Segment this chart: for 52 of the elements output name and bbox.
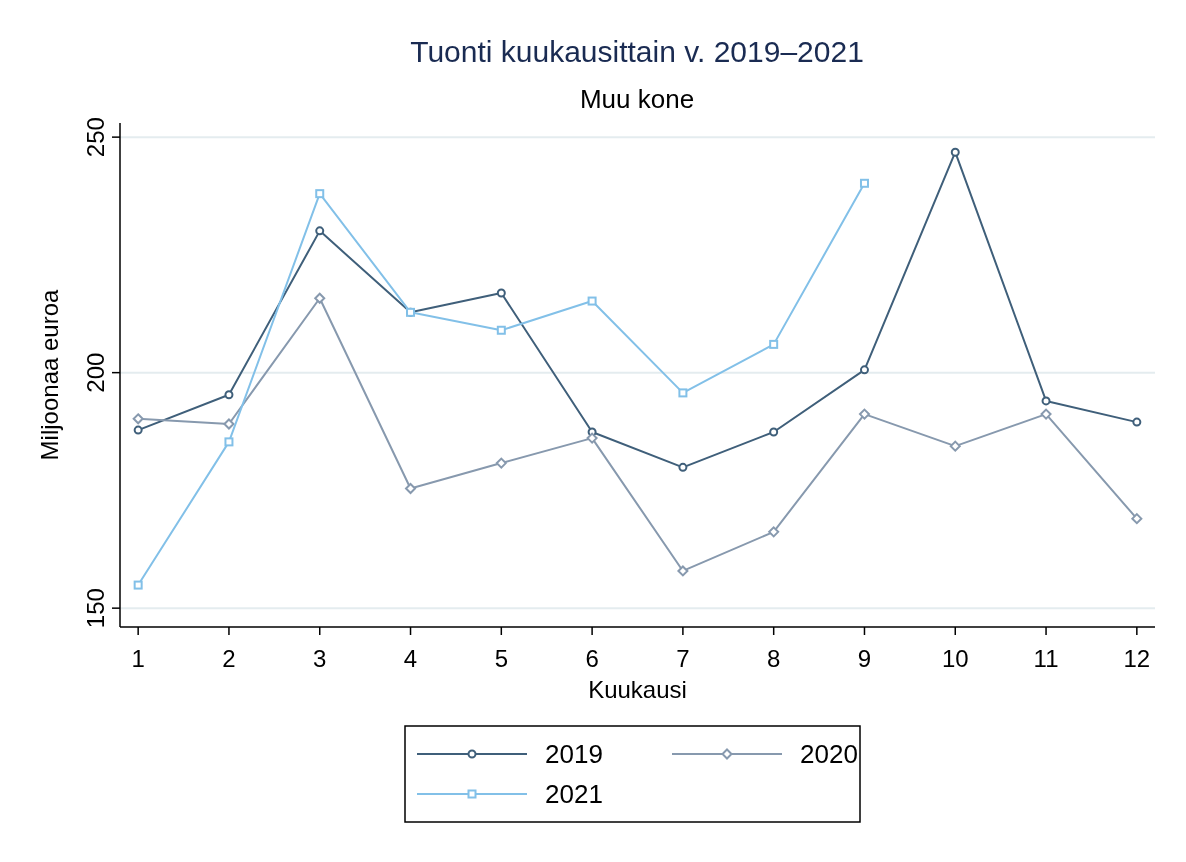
x-tick-label: 4 — [403, 645, 418, 672]
point — [678, 388, 688, 398]
y-tick-label: 150 — [82, 588, 109, 629]
point — [678, 462, 688, 472]
x-tick-label: 6 — [585, 645, 599, 672]
point — [950, 147, 960, 157]
point — [1041, 396, 1051, 406]
y-tick-label: 250 — [82, 117, 109, 158]
point — [1040, 408, 1052, 420]
point — [677, 565, 689, 577]
legend-label: 2021 — [545, 779, 603, 809]
x-tick-label: 10 — [941, 645, 969, 672]
x-axis-title: Kuukausi — [588, 676, 687, 703]
point — [587, 296, 597, 306]
point — [858, 408, 870, 420]
x-tick-label: 12 — [1123, 645, 1151, 672]
point — [1131, 513, 1143, 525]
point — [496, 325, 506, 335]
point — [495, 457, 507, 469]
point — [314, 292, 326, 304]
point — [859, 365, 869, 375]
point — [223, 418, 235, 430]
point — [496, 288, 506, 298]
point — [224, 437, 234, 447]
point — [949, 440, 961, 452]
point — [405, 483, 417, 495]
point — [132, 413, 144, 425]
point — [133, 425, 143, 435]
x-tick-label: 3 — [313, 645, 327, 672]
x-tick-label: 9 — [857, 645, 872, 672]
x-tick-label: 8 — [767, 645, 781, 672]
point — [315, 226, 325, 236]
point — [769, 427, 779, 437]
point — [586, 432, 598, 444]
point — [769, 339, 779, 349]
chart-title: Tuonti kuukausittain v. 2019–2021 — [410, 35, 864, 68]
point — [859, 178, 869, 188]
point — [315, 189, 325, 199]
point — [1132, 417, 1142, 427]
x-tick-label: 1 — [131, 645, 145, 672]
x-tick-label: 5 — [494, 645, 508, 672]
legend-label: 2020 — [800, 739, 858, 769]
x-tick-label: 2 — [222, 645, 236, 672]
point — [224, 390, 234, 400]
legend-label: 2019 — [545, 739, 603, 769]
x-tick-label: 11 — [1033, 645, 1059, 672]
x-tick-label: 7 — [676, 645, 690, 672]
chart-subtitle: Muu kone — [579, 84, 695, 114]
y-axis-title: Miljoonaa euroa — [36, 288, 63, 461]
y-tick-label: 200 — [82, 352, 109, 393]
point — [133, 580, 143, 590]
point — [768, 526, 780, 538]
